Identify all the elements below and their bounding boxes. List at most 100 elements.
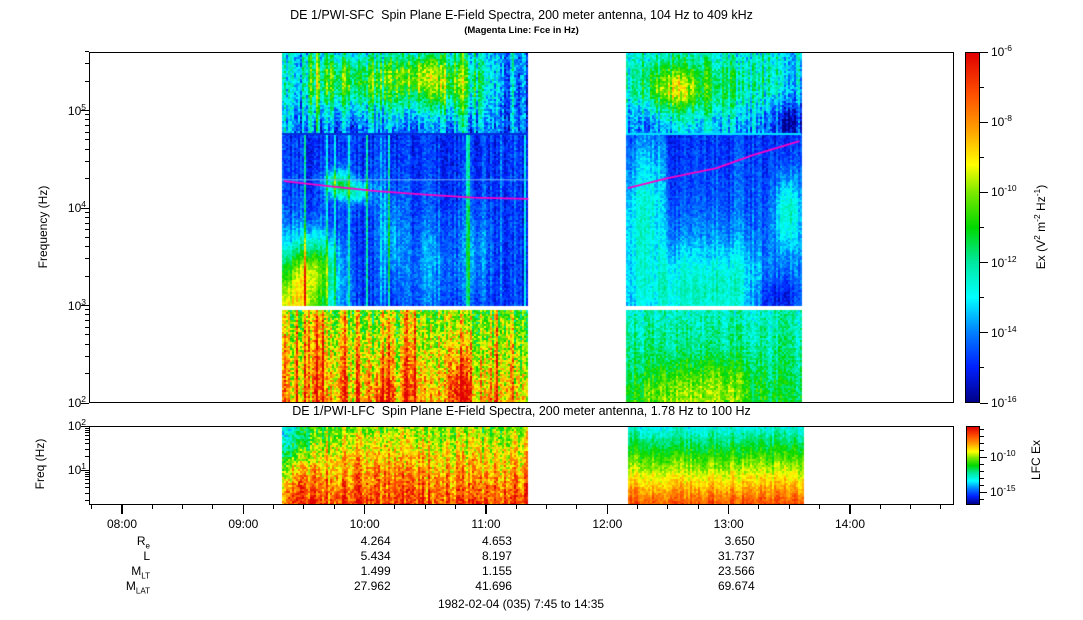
lfc-y-major-tick (81, 425, 89, 427)
sfc-colorbar-tick (980, 51, 988, 53)
figure-footer-daterange: 1982-02-04 (035) 7:45 to 14:35 (437, 597, 605, 611)
lfc-spectrogram-canvas (90, 427, 953, 504)
ephemeris-value: 69.674 (717, 579, 755, 593)
x-axis-minor-tick (273, 505, 275, 509)
sfc-y-minor-tick (85, 80, 89, 82)
sfc-y-minor-tick (85, 222, 89, 224)
lfc-y-minor-tick (85, 487, 89, 488)
sfc-colorbar-tick (980, 227, 984, 228)
ephemeris-value: 1.499 (360, 564, 391, 578)
x-axis-minor-tick (182, 505, 184, 509)
sfc-y-major-tick (81, 305, 89, 306)
sfc-y-major-tick (81, 402, 89, 404)
sfc-y-minor-tick (85, 229, 89, 231)
x-axis-minor-tick (940, 505, 942, 509)
sfc-y-tick-label: 104 (67, 199, 86, 215)
sfc-y-minor-tick (85, 139, 89, 141)
lfc-colorbar-tick (980, 498, 984, 500)
sfc-y-tick-label: 105 (67, 101, 86, 118)
x-axis-major-tick (364, 505, 366, 514)
lfc-y-minor-tick (85, 443, 89, 444)
x-axis-minor-tick (91, 505, 93, 509)
ephemeris-value: 41.696 (475, 579, 512, 593)
ephemeris-row-label: L (143, 549, 150, 563)
sfc-y-tick-label: 103 (67, 296, 86, 313)
sfc-spectrogram-panel (89, 52, 954, 403)
ephemeris-value: 5.434 (360, 549, 391, 563)
lfc-colorbar-tick (980, 477, 984, 479)
lfc-y-tick-label: 101 (67, 461, 86, 477)
x-axis-minor-tick (758, 505, 760, 509)
lfc-colorbar-tick (980, 491, 987, 493)
sfc-y-minor-tick (85, 246, 89, 248)
x-axis-minor-tick (819, 505, 821, 509)
lfc-y-minor-tick (85, 492, 89, 494)
ephemeris-value: 8.197 (481, 549, 512, 563)
sfc-y-minor-tick (85, 178, 89, 180)
sfc-y-minor-tick (85, 114, 89, 116)
sfc-y-minor-tick (85, 343, 89, 345)
sfc-colorbar-tick (980, 156, 984, 158)
ephemeris-row-label: MLAT (125, 579, 150, 596)
sfc-y-minor-tick (85, 63, 89, 65)
x-axis-major-tick (242, 505, 244, 514)
sfc-colorbar-tick (980, 262, 988, 264)
sfc-y-minor-tick (85, 275, 89, 277)
ephemeris-value: 3.650 (724, 534, 755, 548)
sfc-y-minor-tick (85, 309, 89, 311)
lfc-y-minor-tick (85, 456, 89, 458)
sfc-colorbar-tick-label: 10-8 (991, 113, 1012, 130)
x-axis-minor-tick (151, 505, 153, 509)
x-axis-hour-label: 13:00 (713, 517, 744, 531)
lfc-y-minor-tick (85, 482, 89, 484)
x-axis-minor-tick (515, 505, 517, 509)
sfc-colorbar-tick-label: 10-6 (991, 43, 1012, 59)
x-axis-major-tick (849, 505, 851, 514)
lfc-y-minor-tick (85, 473, 89, 475)
lfc-colorbar-tick (980, 463, 984, 465)
x-axis-hour-label: 08:00 (106, 517, 138, 531)
ephemeris-row-label: Re (136, 534, 150, 551)
sfc-y-minor-tick (85, 334, 89, 336)
lfc-y-minor-tick (85, 435, 89, 437)
lfc-colorbar-tick-label: 10-10 (990, 448, 1016, 464)
x-axis-minor-tick (333, 505, 335, 509)
sfc-colorbar-tick-label: 10-10 (991, 183, 1017, 200)
x-axis-minor-tick (546, 505, 548, 509)
lfc-colorbar-tick-label: 10-15 (990, 483, 1016, 499)
x-axis-minor-tick (212, 505, 214, 509)
lfc-colorbar-tick (980, 456, 987, 458)
lfc-y-tick-label: 102 (67, 417, 86, 433)
lfc-spectrogram-panel (89, 426, 954, 505)
x-axis-minor-tick (576, 505, 578, 509)
x-axis-major-tick (606, 505, 608, 514)
lfc-y-minor-tick (85, 429, 89, 431)
sfc-y-major-tick (81, 110, 89, 111)
sfc-y-minor-tick (85, 314, 89, 316)
x-axis-major-tick (121, 505, 123, 514)
sfc-colorbar-tick (980, 121, 988, 123)
lfc-title: DE 1/PWI-LFC Spin Plane E-Field Spectra,… (292, 404, 751, 418)
sfc-y-tick-label: 102 (67, 394, 86, 410)
sfc-title: DE 1/PWI-SFC Spin Plane E-Field Spectra,… (290, 8, 753, 22)
sfc-spectrogram-canvas (90, 53, 953, 402)
sfc-y-minor-tick (85, 148, 89, 150)
sfc-y-minor-tick (85, 160, 89, 162)
lfc-y-major-tick (81, 469, 89, 471)
x-axis-minor-tick (455, 505, 457, 509)
sfc-colorbar-tick (980, 297, 984, 299)
x-axis-minor-tick (637, 505, 639, 509)
sfc-colorbar (965, 52, 980, 403)
sfc-colorbar-tick (980, 86, 984, 88)
x-axis-minor-tick (879, 505, 881, 509)
sfc-colorbar-tick-label: 10-16 (991, 394, 1017, 410)
x-axis-minor-tick (788, 505, 790, 509)
lfc-y-minor-tick (85, 479, 89, 481)
ephemeris-value: 23.566 (717, 564, 755, 578)
sfc-subtitle: (Magenta Line: Fce in Hz) (464, 25, 579, 36)
ephemeris-value: 31.737 (717, 549, 755, 563)
sfc-y-minor-tick (85, 355, 89, 357)
x-axis-minor-tick (667, 505, 669, 509)
lfc-colorbar-tick (980, 449, 984, 451)
